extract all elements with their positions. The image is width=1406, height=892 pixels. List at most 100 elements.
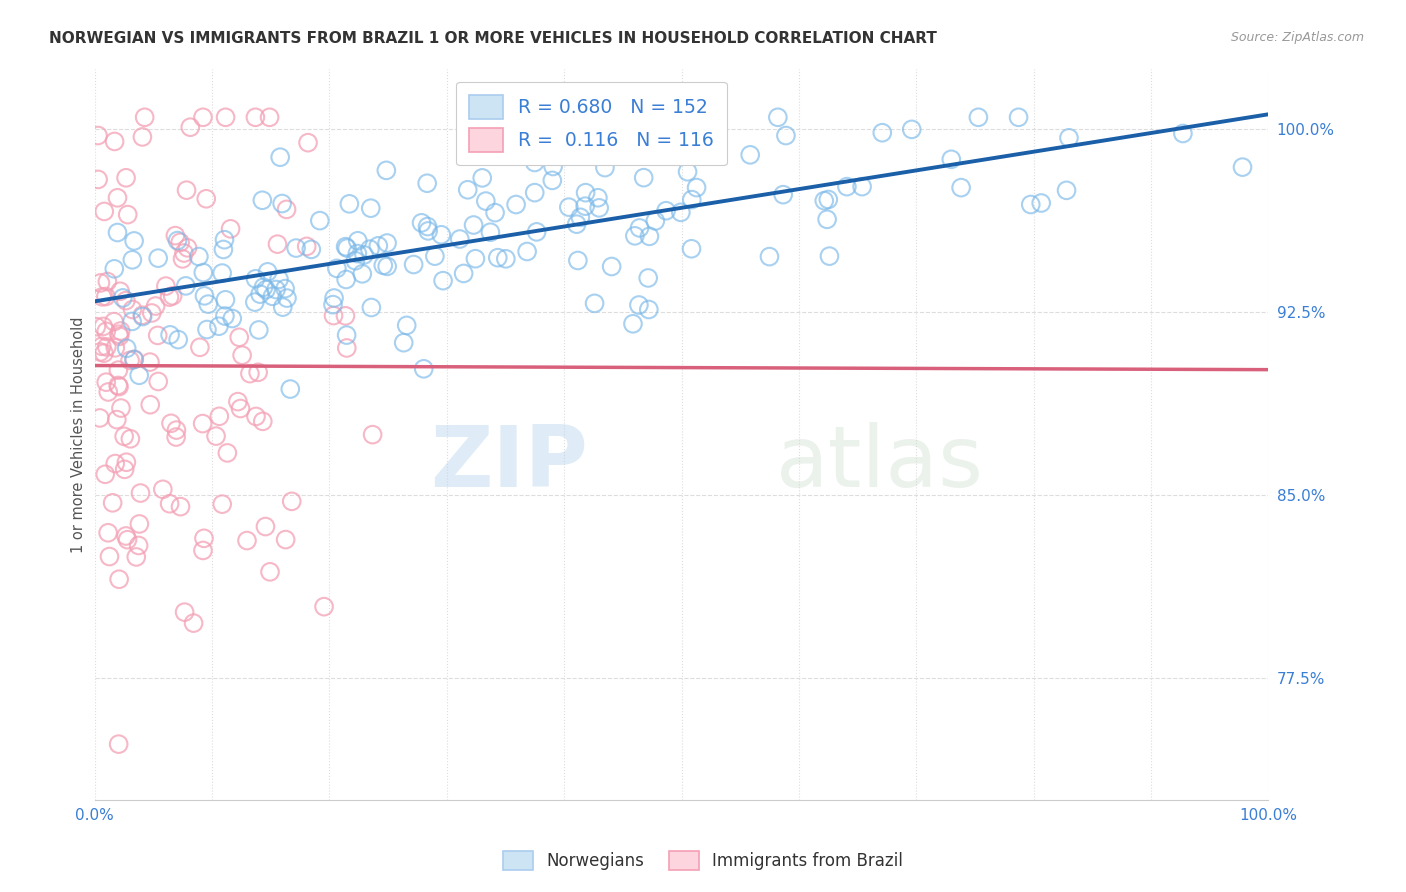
Point (271, 196, 294, 211)
Point (344, 253, 367, 268)
Point (252, 414, 274, 428)
Point (214, 110, 236, 124)
Point (486, 251, 509, 265)
Point (87, 128, 110, 143)
Point (600, 260, 623, 274)
Point (593, 161, 616, 175)
Point (529, 144, 551, 158)
Point (117, 208, 139, 222)
Text: Source: ZipAtlas.com: Source: ZipAtlas.com (1230, 31, 1364, 45)
Point (174, 278, 197, 293)
Point (360, 201, 382, 215)
Point (449, 232, 471, 246)
Point (243, 295, 266, 310)
Point (245, 272, 267, 286)
Point (104, 341, 127, 355)
Point (326, 261, 349, 276)
Point (323, 291, 346, 305)
Point (775, 128, 797, 143)
Point (89, 411, 111, 425)
Point (276, 291, 298, 305)
Point (214, 233, 236, 247)
Point (91, 319, 114, 334)
Point (176, 241, 198, 255)
Point (586, 191, 609, 205)
Point (97, 384, 120, 399)
Point (621, 317, 644, 331)
Point (117, 533, 139, 547)
Point (86, 319, 108, 334)
Point (112, 429, 135, 443)
Point (114, 462, 136, 476)
Point (484, 205, 506, 219)
Point (96, 340, 118, 354)
Point (110, 324, 132, 338)
Point (337, 197, 360, 211)
Point (208, 319, 231, 334)
Point (681, 242, 703, 256)
Point (105, 412, 128, 426)
Point (644, 214, 666, 228)
Point (758, 250, 780, 264)
Point (654, 110, 676, 124)
Point (336, 328, 359, 343)
Point (523, 155, 546, 169)
Point (91, 290, 114, 304)
Point (94, 467, 117, 482)
Point (191, 417, 214, 431)
Point (93, 204, 115, 219)
Point (252, 280, 274, 294)
Point (264, 283, 287, 297)
Point (361, 427, 384, 442)
Point (211, 497, 233, 511)
Point (900, 122, 922, 136)
Point (346, 234, 368, 248)
Point (115, 529, 138, 543)
Point (139, 398, 162, 412)
Point (262, 289, 284, 303)
Point (173, 246, 195, 260)
Point (188, 340, 211, 354)
Point (107, 363, 129, 377)
Point (416, 176, 439, 190)
Point (247, 323, 270, 337)
Point (146, 251, 169, 265)
Point (165, 228, 187, 243)
Point (103, 135, 125, 149)
Point (941, 153, 963, 167)
Point (479, 225, 502, 239)
Point (159, 327, 181, 342)
Point (115, 293, 138, 308)
Point (122, 352, 145, 367)
Point (685, 180, 707, 194)
Point (101, 496, 124, 510)
Point (167, 333, 190, 347)
Point (353, 248, 375, 262)
Point (432, 274, 454, 288)
Point (541, 173, 564, 187)
Point (228, 330, 250, 344)
Point (278, 382, 301, 396)
Point (297, 136, 319, 150)
Text: atlas: atlas (775, 422, 983, 505)
Point (249, 287, 271, 301)
Point (453, 267, 475, 281)
Point (285, 241, 308, 255)
Point (299, 243, 322, 257)
Point (411, 216, 433, 230)
Point (772, 187, 794, 202)
Point (115, 455, 138, 469)
Point (104, 457, 127, 471)
Point (457, 183, 479, 197)
Text: ZIP: ZIP (430, 422, 588, 505)
Point (108, 329, 131, 343)
Point (211, 266, 233, 280)
Point (766, 110, 789, 124)
Point (588, 201, 610, 215)
Point (276, 202, 298, 217)
Point (835, 179, 858, 194)
Point (166, 234, 188, 248)
Point (187, 250, 209, 264)
Point (624, 228, 647, 243)
Point (352, 267, 374, 281)
